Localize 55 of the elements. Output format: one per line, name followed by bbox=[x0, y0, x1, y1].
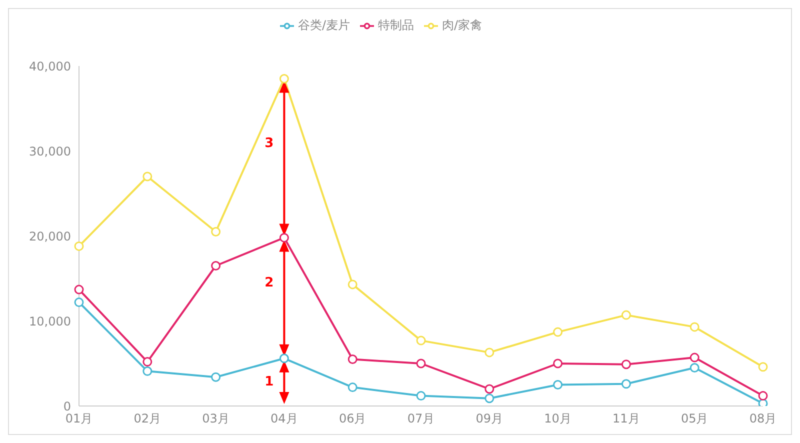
point bbox=[553, 380, 563, 390]
point bbox=[74, 284, 84, 294]
point bbox=[211, 372, 221, 382]
point bbox=[142, 357, 152, 367]
x-tick-label: 10月 bbox=[544, 412, 572, 426]
x-tick-label: 11月 bbox=[612, 412, 640, 426]
point bbox=[74, 298, 84, 308]
y-tick-label: 20,000 bbox=[29, 229, 71, 244]
point bbox=[348, 382, 358, 392]
point bbox=[348, 280, 358, 290]
x-tick-label: 02月 bbox=[134, 412, 162, 426]
point bbox=[621, 379, 631, 389]
y-tick-label: 40,000 bbox=[29, 59, 71, 74]
point bbox=[279, 232, 289, 242]
x-tick-label: 08月 bbox=[749, 412, 777, 426]
point bbox=[484, 384, 494, 394]
point bbox=[142, 172, 152, 182]
point bbox=[142, 366, 152, 376]
legend-label: 肉/家禽 bbox=[442, 18, 482, 32]
point bbox=[74, 241, 84, 251]
legend-label: 特制品 bbox=[378, 18, 414, 32]
point bbox=[758, 362, 768, 372]
point bbox=[690, 322, 700, 332]
x-tick-label: 03月 bbox=[202, 412, 230, 426]
point bbox=[484, 394, 494, 404]
point bbox=[348, 354, 358, 364]
point bbox=[279, 354, 289, 364]
x-tick-label: 09月 bbox=[476, 412, 504, 426]
point bbox=[690, 363, 700, 372]
annotation: 2 bbox=[264, 276, 274, 291]
legend-label: 谷类/麦片 bbox=[298, 18, 350, 32]
y-tick-label: 30,000 bbox=[29, 144, 71, 158]
point bbox=[621, 360, 631, 370]
point bbox=[553, 358, 563, 368]
annotation: 1 bbox=[264, 374, 274, 390]
x-tick-label: 05月 bbox=[680, 412, 708, 426]
point bbox=[416, 391, 426, 401]
point bbox=[211, 261, 221, 270]
x-tick-label: 06月 bbox=[338, 412, 366, 426]
point bbox=[758, 398, 768, 406]
x-tick-label: 07月 bbox=[407, 412, 435, 426]
point bbox=[416, 336, 426, 346]
x-tick-label: 04月 bbox=[270, 412, 298, 426]
y-tick-label: 10,000 bbox=[29, 314, 71, 328]
point bbox=[621, 310, 631, 320]
annotation: 3 bbox=[264, 136, 274, 151]
point bbox=[484, 348, 494, 358]
x-tick-label: 01月 bbox=[65, 412, 93, 426]
point bbox=[416, 358, 426, 368]
point bbox=[279, 74, 289, 84]
point bbox=[211, 227, 221, 236]
y-tick-label: 0 bbox=[63, 399, 71, 414]
point bbox=[758, 391, 768, 401]
point bbox=[690, 352, 700, 362]
point bbox=[553, 327, 563, 337]
